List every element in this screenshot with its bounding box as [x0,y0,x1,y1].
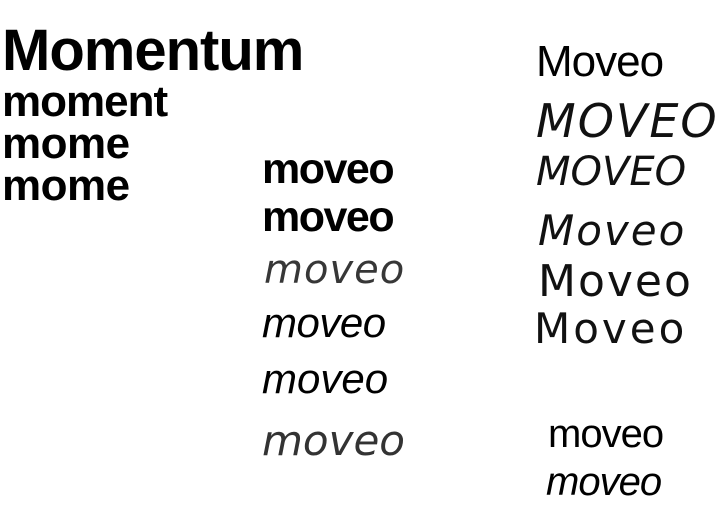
moveo-caps-italic-sample: MOVEO [536,149,687,195]
moveo-light-italic-sample: moveo [264,247,406,293]
moveo-condensed-italic-sample: moveo [546,460,662,504]
mome-text: mome [2,119,130,168]
moveo-condensed-sample: moveo [548,412,664,456]
moment-text: moment [2,77,168,126]
moveo-bold-sample: moveo [262,145,395,193]
moveo-light-italic-sample: moveo [262,416,406,465]
moveo-light-sample: Moveo [538,256,693,307]
moveo-regular-sample: Moveo [536,37,664,86]
moveo-italic-sample: moveo [262,299,386,346]
moveo-bold-sample: moveo [262,193,395,241]
moveo-light-italic-sample: Moveo [538,206,687,255]
momentum-heading: Momentum [2,18,304,83]
moveo-italic-sample: moveo [262,355,389,402]
moveo-caps-italic-sample: MOVEO [536,94,719,148]
moveo-light-sample: Moveo [534,304,688,353]
mome-text: mome [2,161,130,210]
